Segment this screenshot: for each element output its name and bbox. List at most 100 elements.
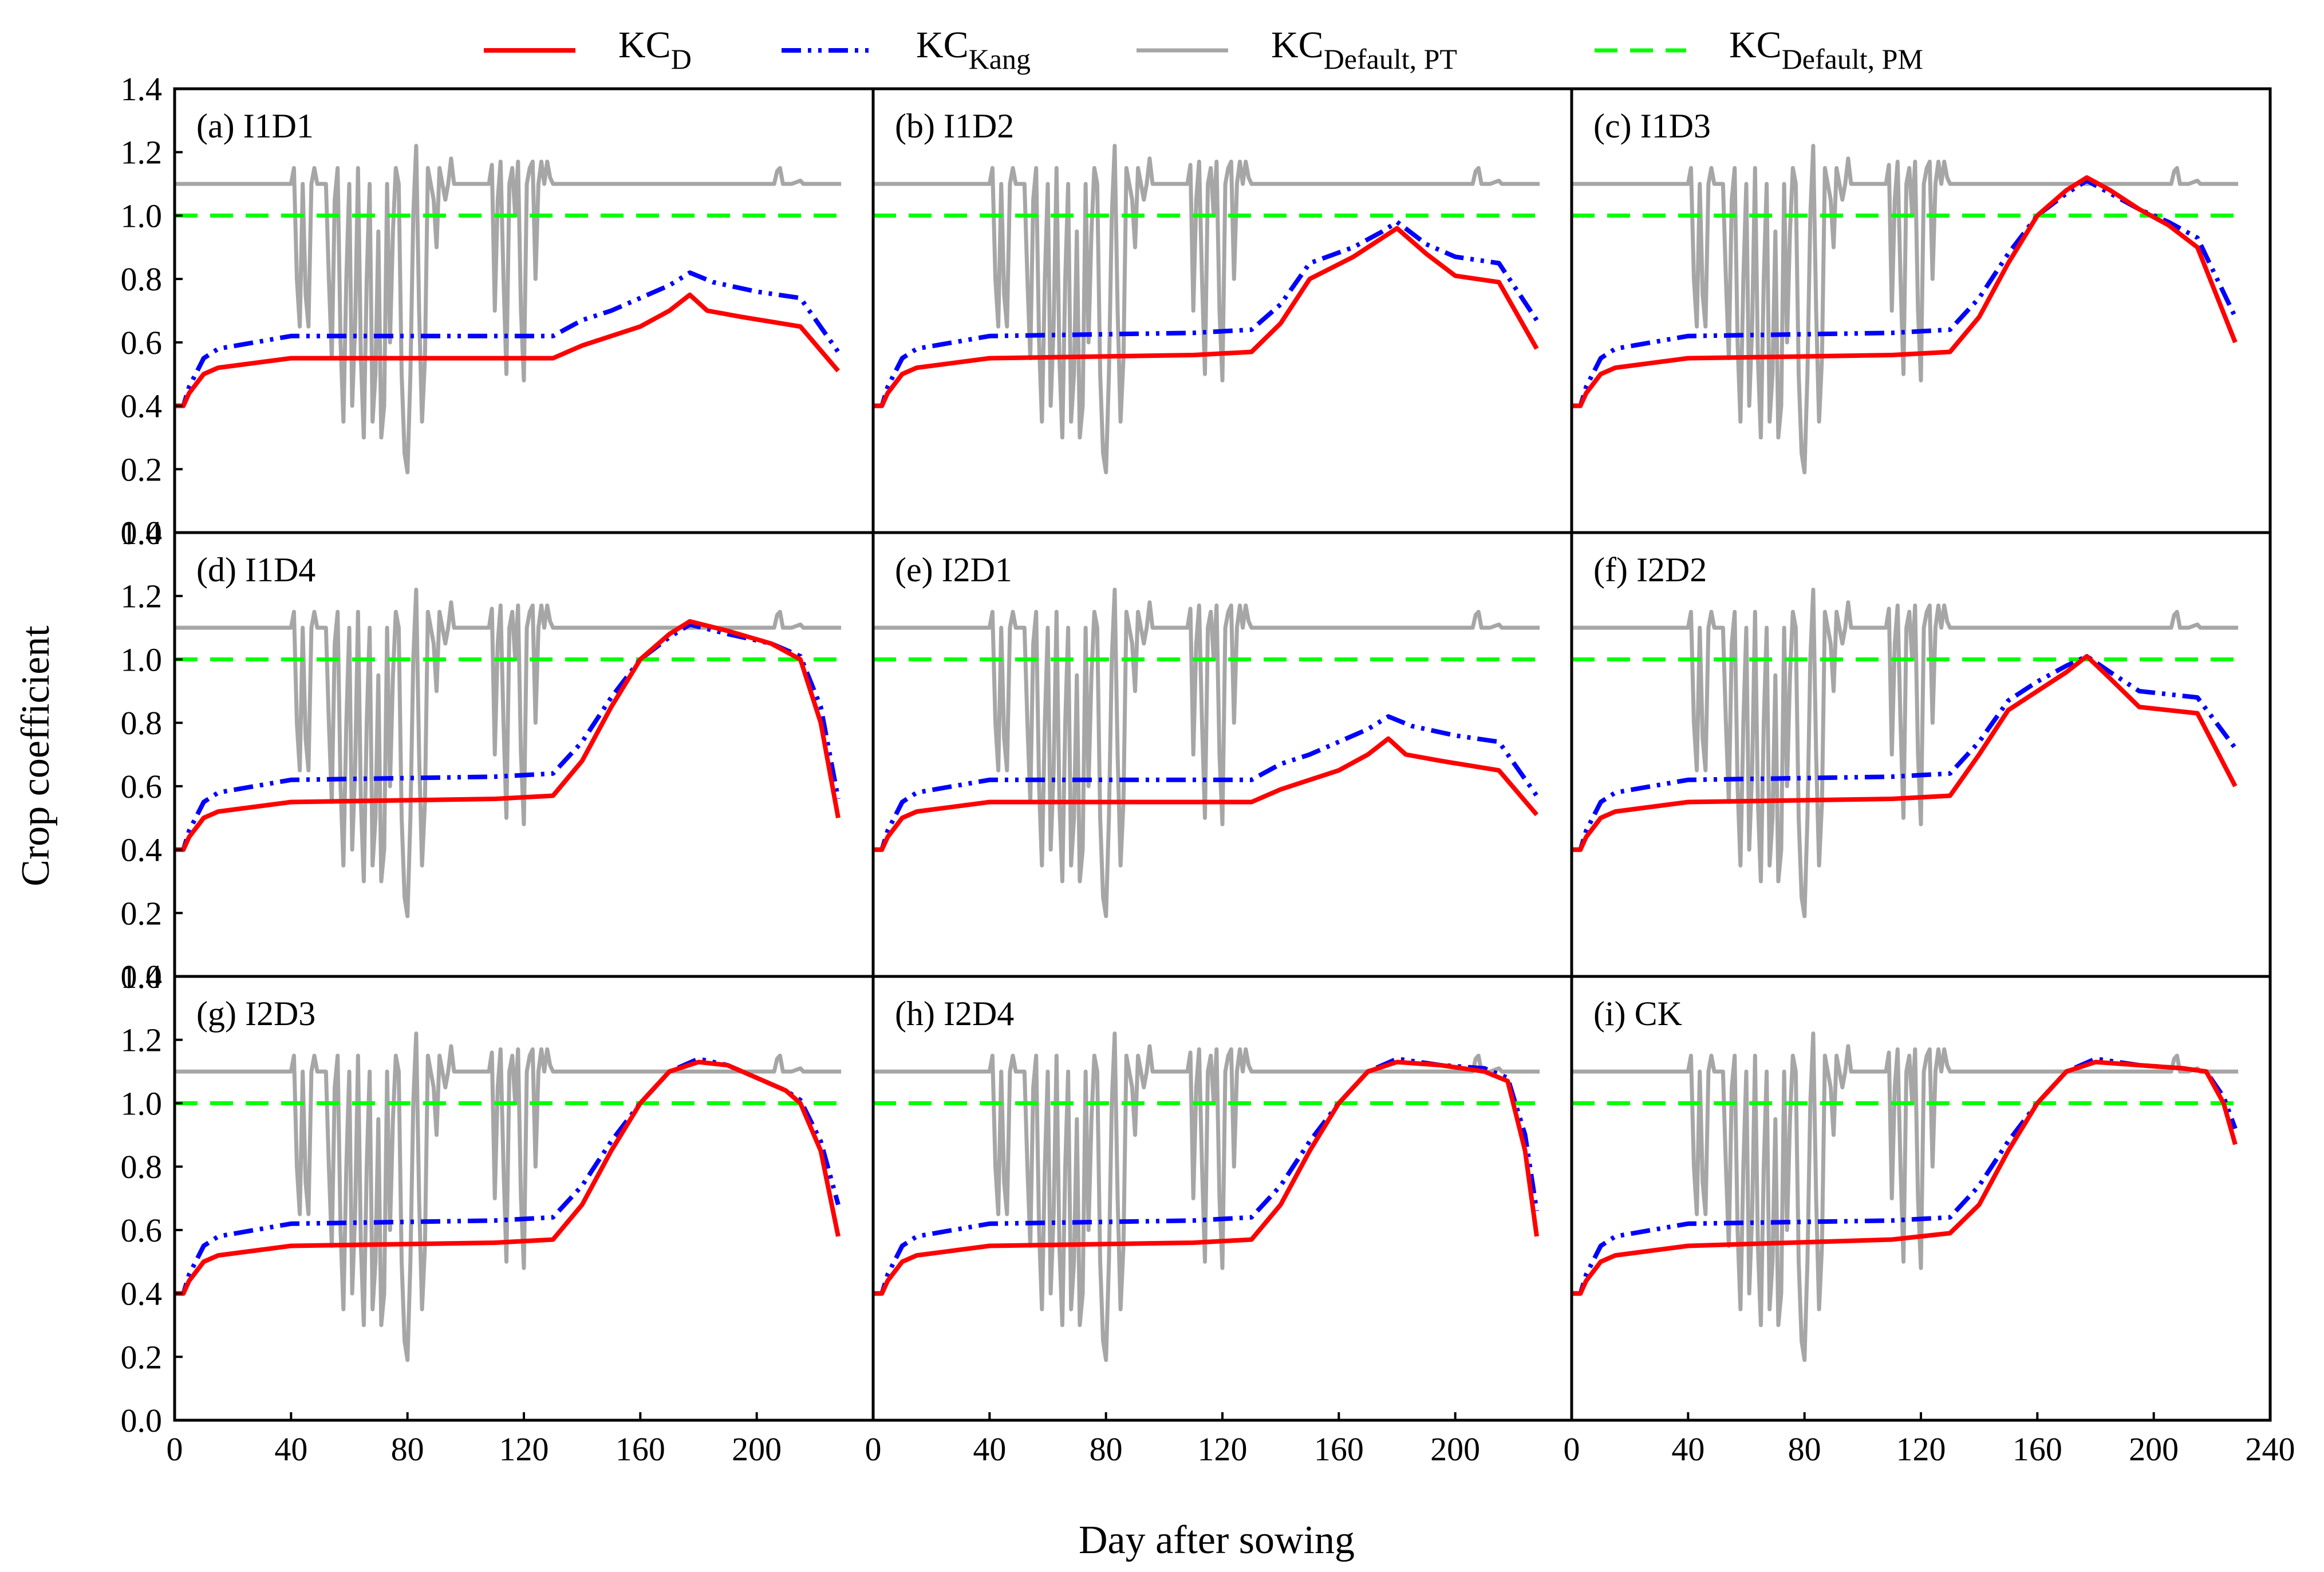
panel-label: (f) I2D2 xyxy=(1593,551,1707,589)
y-tick-label: 0.2 xyxy=(121,895,163,932)
x-tick-label: 80 xyxy=(1788,1431,1821,1468)
x-tick-label: 80 xyxy=(1090,1431,1123,1468)
series-kc-d xyxy=(873,1059,1539,1296)
panel-4: (d) I1D4 0.0 0.2 0.4 0.6 0.8 1.0 1.2 1.4 xyxy=(121,514,875,995)
y-tick-label: 1.2 xyxy=(121,1022,163,1059)
panel-series xyxy=(873,144,1540,475)
series-kc-default-pt xyxy=(1572,144,2239,475)
legend-label-base: KC xyxy=(1271,24,1324,66)
panel-7: (g) I2D3 0.0 0.2 0.4 0.6 0.8 1.0 1.2 1.4 0 40 80 120… xyxy=(121,958,875,1468)
y-tick-label: 0.6 xyxy=(121,324,163,361)
y-tick-label: 0.6 xyxy=(121,768,163,805)
series-kc-d xyxy=(1572,175,2238,408)
x-tick-label: 200 xyxy=(732,1431,782,1468)
legend-label: KCKang xyxy=(916,24,1031,75)
series-kc-default-pt xyxy=(1572,588,2239,919)
panel-series xyxy=(873,588,1540,919)
y-tick-label: 0.8 xyxy=(121,1148,163,1185)
y-tick-label: 1.2 xyxy=(121,134,163,171)
series-kc-kang xyxy=(873,1056,1539,1296)
x-tick-label: 120 xyxy=(499,1431,549,1468)
x-tick-label: 200 xyxy=(2129,1431,2179,1468)
x-tick-label: 0 xyxy=(1564,1431,1580,1468)
panel-9: (i) CK 0 40 80 120 160 200 240 xyxy=(1564,975,2295,1468)
x-tick-label: 240 xyxy=(2246,1431,2295,1468)
legend-label: KCDefault, PT xyxy=(1271,24,1457,75)
y-tick-label: 0.4 xyxy=(121,832,163,869)
legend-item-kang: KCKang xyxy=(782,24,1031,75)
panels: (a) I1D1 0.0 0.2 0.4 0.6 0.8 1.0 1.2 1.4 (b) I1D2… xyxy=(121,70,2295,1468)
x-tick-label: 160 xyxy=(1314,1431,1364,1468)
panel-1: (a) I1D1 0.0 0.2 0.4 0.6 0.8 1.0 1.2 1.4 xyxy=(121,70,875,551)
y-tick-label: 0.8 xyxy=(121,261,163,298)
panel-series xyxy=(175,1031,842,1362)
series-kc-default-pt xyxy=(175,144,842,475)
x-tick-label: 120 xyxy=(1198,1431,1248,1468)
panel-label: (a) I1D1 xyxy=(196,107,314,145)
axes-labels: Crop coefficient Day after sowing xyxy=(14,625,1355,1562)
y-tick-label: 0.4 xyxy=(121,388,163,425)
x-tick-label: 0 xyxy=(167,1431,183,1468)
panel-label: (b) I1D2 xyxy=(895,107,1014,145)
legend-label-sub: D xyxy=(671,43,692,75)
series-kc-default-pt xyxy=(873,1031,1540,1362)
x-axis-title: Day after sowing xyxy=(1079,1518,1355,1562)
series-kc-d xyxy=(873,736,1539,852)
legend-label-sub: Default, PT xyxy=(1324,43,1457,75)
y-tick-label: 0.6 xyxy=(121,1212,163,1249)
x-tick-label: 200 xyxy=(1430,1431,1480,1468)
series-kc-default-pt xyxy=(873,144,1540,475)
panel-8: (h) I2D4 0 40 80 120 160 200 xyxy=(865,975,1573,1468)
panel-label: (g) I2D3 xyxy=(196,995,315,1033)
panel-2: (b) I1D2 xyxy=(871,87,1573,534)
y-tick-label: 1.0 xyxy=(121,1085,163,1122)
legend-label-base: KC xyxy=(618,24,671,66)
y-tick-label: 0.4 xyxy=(121,1275,163,1313)
legend-label-base: KC xyxy=(1729,24,1782,66)
x-tick-label: 40 xyxy=(973,1431,1006,1468)
y-tick-label: 1.2 xyxy=(121,578,163,615)
panel-series xyxy=(1572,588,2239,919)
series-kc-kang xyxy=(1572,653,2238,852)
panel-label: (h) I2D4 xyxy=(895,995,1014,1033)
y-tick-label: 1.0 xyxy=(121,197,163,234)
panel-series xyxy=(175,144,842,475)
series-kc-d xyxy=(873,226,1539,408)
x-tick-label: 160 xyxy=(615,1431,665,1468)
panel-label: (c) I1D3 xyxy=(1593,107,1711,145)
series-kc-kang xyxy=(873,714,1539,852)
y-axis-title: Crop coefficient xyxy=(14,625,58,887)
series-kc-d xyxy=(175,619,841,852)
y-tick-label: 1.4 xyxy=(121,958,163,995)
series-kc-kang xyxy=(175,1056,841,1296)
legend-label: KCDefault, PM xyxy=(1729,24,1923,75)
y-tick-label: 0.2 xyxy=(121,1338,163,1376)
series-kc-kang xyxy=(1572,1056,2238,1296)
x-tick-label: 120 xyxy=(1896,1431,1946,1468)
x-tick-label: 40 xyxy=(1671,1431,1704,1468)
series-kc-d xyxy=(1572,653,2238,852)
y-tick-label: 1.0 xyxy=(121,641,163,678)
series-kc-kang xyxy=(175,270,841,408)
series-kc-d xyxy=(1572,1059,2238,1296)
y-tick-label: 0.0 xyxy=(121,1402,163,1439)
panel-series xyxy=(175,588,842,919)
legend: KCD KCKang KCDefault, PT KCDefault, PM xyxy=(484,24,1923,75)
panel-3: (c) I1D3 xyxy=(1570,87,2272,534)
series-kc-kang xyxy=(1572,178,2238,408)
series-kc-default-pt xyxy=(175,588,842,919)
y-tick-label: 0.2 xyxy=(121,451,163,488)
panel-series xyxy=(1572,1031,2239,1362)
y-tick-label: 1.4 xyxy=(121,70,163,108)
legend-item-pm: KCDefault, PM xyxy=(1595,24,1923,75)
series-kc-kang xyxy=(873,219,1539,408)
legend-label-base: KC xyxy=(916,24,969,66)
panel-label: (e) I2D1 xyxy=(895,551,1012,589)
series-kc-default-pt xyxy=(175,1031,842,1362)
x-tick-label: 0 xyxy=(865,1431,882,1468)
x-tick-label: 160 xyxy=(2013,1431,2062,1468)
panel-series xyxy=(1572,144,2239,475)
series-kc-default-pt xyxy=(1572,1031,2239,1362)
panel-6: (f) I2D2 xyxy=(1570,531,2272,978)
